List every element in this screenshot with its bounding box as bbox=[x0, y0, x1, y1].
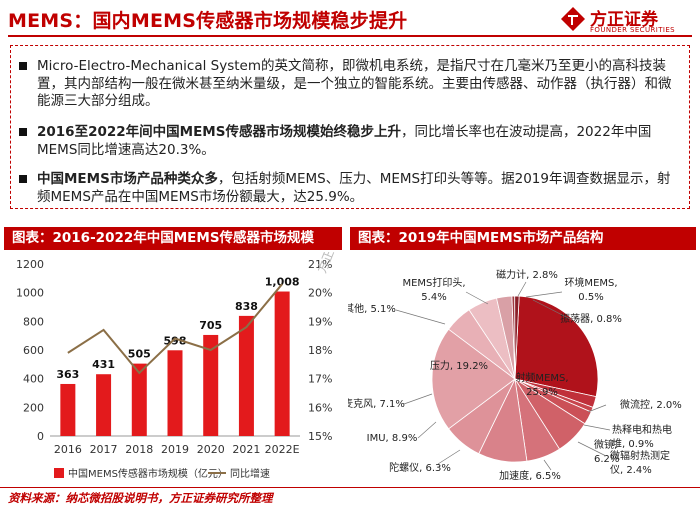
y2-tick-label: 18% bbox=[308, 344, 332, 357]
y-tick-label: 600 bbox=[23, 344, 44, 357]
bar bbox=[96, 374, 112, 436]
pie-leader-line bbox=[465, 291, 489, 305]
pie-leader-line bbox=[417, 421, 437, 439]
pie-leader-line bbox=[395, 309, 446, 325]
bar bbox=[238, 315, 254, 436]
pie-leader-line bbox=[403, 393, 433, 405]
pie-slice bbox=[431, 328, 516, 430]
pie-label-environmental: 0.5% bbox=[578, 292, 603, 303]
pie-label-gyroscope: 陀螺仪, 6.3% bbox=[389, 461, 451, 474]
pie-label-accelerometer: 加速度, 6.5% bbox=[499, 469, 561, 482]
bullet-3-text: ，包括射频MEMS、压力、MEMS打印头等等。据2019年调查数据显示，射频ME… bbox=[37, 171, 671, 205]
y-tick-label: 0 bbox=[37, 430, 44, 443]
logo-cn: 方正证券 bbox=[590, 10, 658, 30]
pie-label-pyroelectric: 热释电和热电 bbox=[612, 423, 672, 436]
bar-data-label: 505 bbox=[128, 348, 151, 361]
pie-label-micromirror: 6.2% bbox=[594, 454, 619, 465]
pie-leader-line bbox=[525, 291, 563, 298]
pie-label-environmental: 环境MEMS, bbox=[564, 276, 617, 289]
y-tick-label: 800 bbox=[23, 315, 44, 328]
bullet-1: Micro-Electro-Mechanical System的英文简称，即微机… bbox=[19, 58, 674, 111]
pie-label-magnetometer: 磁力计, 2.8% bbox=[496, 268, 558, 281]
left-section-title: 图表：2016-2022年中国MEMS传感器市场规模 bbox=[4, 227, 342, 250]
pie-label-bolometer: 仪, 2.4% bbox=[610, 464, 652, 476]
pie-label-micromirror: 微镜, bbox=[594, 438, 617, 451]
bullet-square-icon bbox=[19, 175, 27, 183]
pie-label-microphone: 麦克风, 7.1% bbox=[348, 398, 405, 410]
y2-tick-label: 21% bbox=[308, 258, 332, 271]
market-size-chart: 0 200 400 600 800 1000 1200 15% 16% 17% 18% 19% 20% 2… bbox=[16, 252, 345, 480]
y-tick-label: 1000 bbox=[16, 287, 44, 300]
bar bbox=[60, 383, 76, 436]
pie-label-oscillator: 振荡器, 0.8% bbox=[560, 312, 622, 325]
y2-tick-label: 17% bbox=[308, 373, 332, 386]
pie-leader-line bbox=[543, 459, 552, 471]
pie-label-rf-mems: 25.9% bbox=[526, 387, 558, 398]
bullet-square-icon bbox=[19, 128, 27, 136]
bar-data-label: 705 bbox=[199, 319, 222, 332]
pie-label-bolometer: 微辐射热测定 bbox=[610, 449, 670, 462]
growth-rate-line bbox=[67, 283, 283, 375]
founder-logo-icon bbox=[561, 7, 585, 31]
pie-leader-line bbox=[437, 449, 461, 465]
pie-label-microfluidic: 微流控, 2.0% bbox=[620, 398, 682, 411]
y2-tick-label: 15% bbox=[308, 430, 332, 443]
x-tick-label: 2020 bbox=[197, 443, 225, 456]
right-section-title: 图表：2019年中国MEMS市场产品结构 bbox=[350, 227, 696, 250]
pie-label-pyroelectric: 堆, 0.9% bbox=[612, 438, 654, 450]
y-tick-label: 1200 bbox=[16, 258, 44, 271]
bullet-2-bold: 2016至2022年间中国MEMS传感器市场规模始终稳步上升 bbox=[37, 124, 401, 140]
pie-label-pressure: 压力, 19.2% bbox=[430, 359, 488, 372]
logo-en: FOUNDER SECURITIES bbox=[590, 26, 676, 34]
y2-tick-label: 20% bbox=[308, 287, 332, 300]
pie-label-imu: IMU, 8.9% bbox=[367, 433, 418, 444]
pie-label-others: 其他, 5.1% bbox=[348, 302, 396, 315]
pie-label-mems-printhead: 5.4% bbox=[421, 292, 446, 303]
pie-leader-line bbox=[583, 424, 611, 431]
bullet-3-bold: 中国MEMS市场产品种类众多 bbox=[37, 171, 218, 187]
source-note: 资料来源：纳芯微招股说明书，方正证券研究所整理 bbox=[8, 491, 273, 505]
bar-data-label: 363 bbox=[56, 368, 79, 381]
header-divider bbox=[8, 35, 692, 37]
y-tick-label: 400 bbox=[23, 373, 44, 386]
pie-label-rf-mems: 射频MEMS, bbox=[515, 371, 568, 384]
x-tick-label: 2019 bbox=[161, 443, 189, 456]
pie-label-mems-printhead: MEMS打印头, bbox=[402, 276, 465, 289]
bar bbox=[167, 350, 183, 436]
footer-divider bbox=[0, 487, 700, 488]
bar bbox=[131, 363, 147, 436]
bullet-1-text: Micro-Electro-Mechanical System的英文简称，即微机… bbox=[37, 58, 672, 109]
legend-bar-label: 中国MEMS传感器市场规模（亿元） bbox=[68, 467, 228, 480]
bar bbox=[203, 334, 219, 436]
header-title: MEMS：国内MEMS传感器市场规模稳步提升 bbox=[8, 10, 408, 32]
y2-tick-label: 19% bbox=[308, 315, 332, 328]
y2-tick-label: 16% bbox=[308, 401, 332, 414]
bullet-2: 2016至2022年间中国MEMS传感器市场规模始终稳步上升，同比增长率也在波动… bbox=[19, 124, 674, 159]
x-tick-label: 2016 bbox=[54, 443, 82, 456]
pie-leader-line bbox=[577, 441, 607, 457]
bar-data-label: 1,008 bbox=[265, 276, 300, 289]
pie-leader-line bbox=[517, 281, 527, 297]
pie-slice bbox=[514, 295, 599, 398]
summary-box: Micro-Electro-Mechanical System的英文简称，即微机… bbox=[10, 45, 690, 209]
legend-bar-swatch bbox=[54, 468, 64, 478]
x-tick-label: 2022E bbox=[265, 443, 300, 456]
x-tick-label: 2021 bbox=[232, 443, 260, 456]
pie-leader-line bbox=[532, 299, 573, 321]
legend-line-label: 同比增速 bbox=[230, 467, 270, 480]
bullet-3: 中国MEMS市场产品种类众多，包括射频MEMS、压力、MEMS打印头等等。据20… bbox=[19, 171, 674, 206]
bar-data-label: 838 bbox=[235, 300, 258, 313]
x-tick-label: 2017 bbox=[90, 443, 118, 456]
bullet-square-icon bbox=[19, 62, 27, 70]
pie-slice bbox=[514, 295, 520, 380]
x-tick-label: 2018 bbox=[125, 443, 153, 456]
bar-data-label: 431 bbox=[92, 358, 115, 371]
pie-leader-line bbox=[587, 404, 607, 413]
bullet-2-text: ，同比增长率也在波动提高，2022年中国MEMS同比增速高达20.3%。 bbox=[37, 124, 652, 158]
watermark: 方正证券 陈杭 bbox=[314, 252, 345, 275]
logo: 方正证券 FOUNDER SECURITIES bbox=[560, 6, 688, 36]
bar bbox=[274, 291, 290, 436]
y-tick-label: 200 bbox=[23, 401, 44, 414]
